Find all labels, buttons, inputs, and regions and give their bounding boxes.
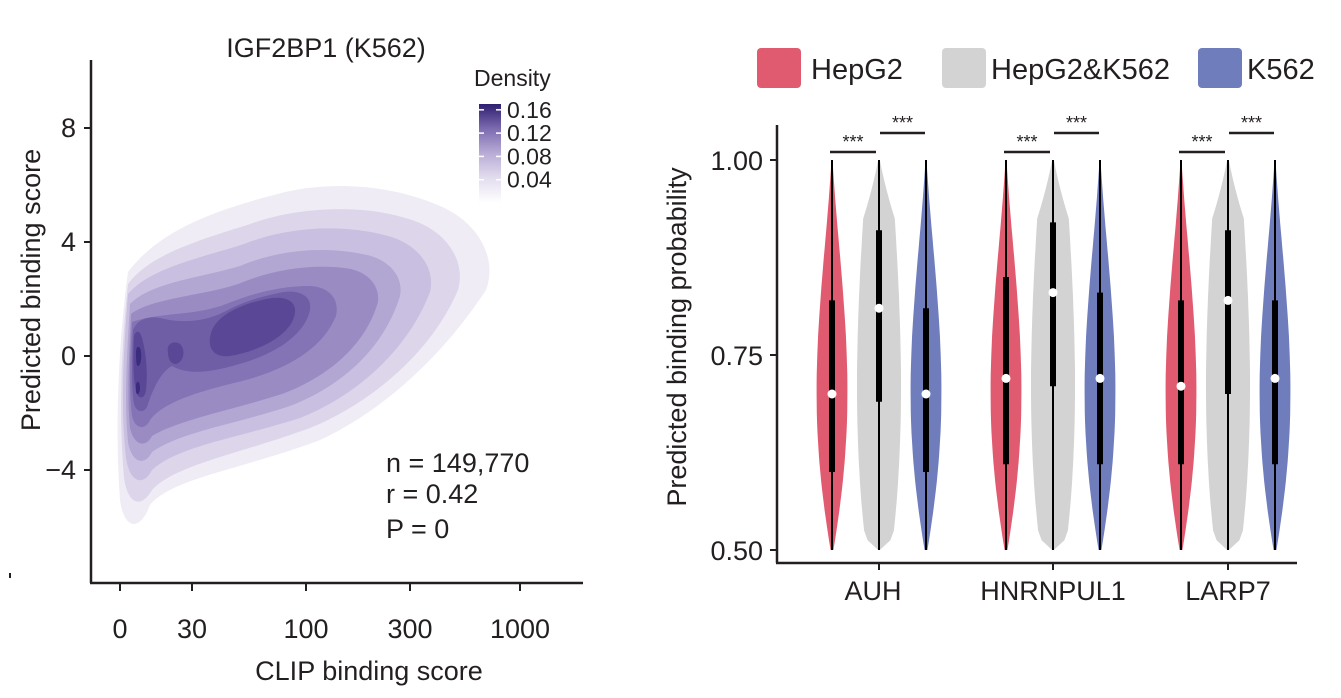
significance-bar: *** — [1179, 132, 1225, 154]
y-axis-label: Predicted binding score — [16, 149, 46, 431]
density-contours — [117, 185, 490, 524]
y-tick-label: 0.75 — [710, 341, 763, 371]
violin — [857, 160, 901, 550]
density-panel: IGF2BP1 (K562) 8 4 0 −4 0 30 100 300 1000 Predi… — [9, 33, 583, 686]
y-axis-label: Predicted binding probability — [662, 167, 692, 507]
significance-label: *** — [1066, 113, 1087, 133]
violin — [1206, 160, 1250, 550]
significance-bars: *** *** *** *** *** *** — [830, 113, 1274, 154]
legend-label: HepG2&K562 — [991, 54, 1170, 86]
legend-colorbar — [479, 104, 501, 203]
violin-legend: HepG2 HepG2&K562 K562 — [757, 48, 1315, 88]
x-tick-label: HNRNPUL1 — [980, 576, 1126, 606]
violin-median — [1176, 381, 1186, 391]
significance-label: *** — [892, 113, 913, 133]
violin — [1259, 160, 1291, 550]
violin-median — [1223, 295, 1233, 305]
legend-label: 0.12 — [507, 120, 552, 146]
violin-axes — [775, 125, 1297, 565]
violin-median — [827, 389, 837, 399]
x-tick-label: LARP7 — [1185, 576, 1271, 606]
y-ticks: 0.50 0.75 1.00 — [710, 146, 777, 566]
y-tick-label: 0 — [61, 341, 76, 371]
density-contour — [136, 346, 142, 366]
x-tick-label: 1000 — [490, 614, 550, 644]
legend-label: 0.16 — [507, 97, 552, 123]
stats-annotation: n = 149,770 r = 0.42 P = 0 — [386, 448, 529, 544]
violin-median — [1270, 373, 1280, 383]
chart-title: IGF2BP1 (K562) — [226, 33, 426, 63]
violins — [816, 160, 1291, 550]
x-ticks: AUH HNRNPUL1 LARP7 — [844, 563, 1271, 606]
significance-bar: *** — [1004, 132, 1050, 154]
legend-swatch — [1198, 48, 1242, 88]
x-tick-label: 300 — [387, 614, 432, 644]
legend-title: Density — [474, 65, 551, 91]
x-axis-label: CLIP binding score — [255, 656, 483, 686]
legend-ticks: 0.160.120.080.04 — [479, 97, 552, 193]
significance-label: *** — [1241, 113, 1262, 133]
stat-p: P = 0 — [386, 514, 449, 544]
x-tick-label: 30 — [177, 614, 207, 644]
violin-median — [1048, 288, 1058, 298]
y-tick-label: 0.50 — [710, 536, 763, 566]
x-ticks: 0 30 100 300 1000 — [112, 583, 550, 644]
density-contour — [136, 381, 140, 395]
violin — [1084, 160, 1116, 550]
significance-label: *** — [1191, 132, 1212, 152]
density-legend: Density 0.160.120.080.04 — [474, 65, 552, 203]
significance-bar: *** — [880, 113, 925, 135]
y-tick-label: 1.00 — [710, 146, 763, 176]
density-axes — [89, 60, 583, 585]
significance-label: *** — [1016, 132, 1037, 152]
x-tick-label: 100 — [283, 614, 328, 644]
violin — [990, 160, 1022, 550]
density-contour — [167, 342, 184, 364]
violin — [816, 160, 848, 550]
legend-label: 0.04 — [507, 167, 552, 193]
legend-swatch — [942, 48, 986, 88]
significance-bar: *** — [1229, 113, 1274, 135]
stat-n: n = 149,770 — [386, 448, 529, 478]
violin-median — [921, 389, 931, 399]
x-tick-label: 0 — [112, 614, 127, 644]
x-tick-label: AUH — [844, 576, 901, 606]
legend-label: 0.08 — [507, 143, 552, 169]
significance-bar: *** — [830, 132, 876, 154]
y-ticks: 8 4 0 −4 — [45, 113, 91, 485]
violin-median — [1001, 373, 1011, 383]
violin-median — [1095, 373, 1105, 383]
violin — [910, 160, 942, 550]
violin — [1031, 160, 1075, 550]
density-contour — [209, 297, 296, 357]
y-tick-label: 4 — [61, 227, 76, 257]
y-tick-label: −4 — [45, 455, 76, 485]
stat-r: r = 0.42 — [386, 479, 478, 509]
legend-label: HepG2 — [811, 54, 903, 86]
violin-median — [874, 303, 884, 313]
violin-panel: HepG2 HepG2&K562 K562 *** *** *** *** *** *** 0… — [662, 48, 1315, 606]
legend-label: K562 — [1247, 54, 1315, 86]
violin — [1165, 160, 1197, 550]
y-tick-label: 8 — [61, 113, 76, 143]
significance-bar: *** — [1054, 113, 1099, 135]
significance-label: *** — [842, 132, 863, 152]
legend-swatch — [757, 48, 801, 88]
